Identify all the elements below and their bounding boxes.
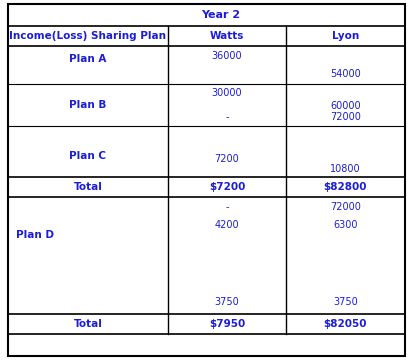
Text: Total: Total — [74, 182, 103, 192]
Text: $82050: $82050 — [324, 319, 367, 329]
Text: 72000: 72000 — [330, 202, 361, 212]
Text: -: - — [225, 202, 229, 212]
Text: 30000: 30000 — [212, 88, 242, 98]
Text: 10800: 10800 — [330, 164, 361, 174]
Text: $82800: $82800 — [324, 182, 367, 192]
Text: 6300: 6300 — [333, 220, 358, 230]
Text: -: - — [225, 112, 229, 122]
Text: 3750: 3750 — [333, 297, 358, 307]
Text: $7200: $7200 — [209, 182, 245, 192]
Text: Total: Total — [74, 319, 103, 329]
Text: 4200: 4200 — [215, 220, 239, 230]
Text: Watts: Watts — [210, 31, 244, 41]
Text: $7950: $7950 — [209, 319, 245, 329]
Text: Income(Loss) Sharing Plan: Income(Loss) Sharing Plan — [9, 31, 166, 41]
Text: 54000: 54000 — [330, 69, 361, 79]
Text: Plan A: Plan A — [69, 54, 107, 64]
Text: 3750: 3750 — [215, 297, 239, 307]
Text: Year 2: Year 2 — [201, 10, 240, 20]
Text: 7200: 7200 — [215, 154, 239, 164]
Text: Plan C: Plan C — [70, 151, 106, 161]
Text: 72000: 72000 — [330, 112, 361, 122]
Text: Lyon: Lyon — [332, 31, 359, 41]
Text: 60000: 60000 — [330, 101, 361, 111]
Text: Plan B: Plan B — [69, 100, 107, 110]
Text: Plan D: Plan D — [16, 230, 54, 240]
Text: 36000: 36000 — [212, 51, 242, 61]
